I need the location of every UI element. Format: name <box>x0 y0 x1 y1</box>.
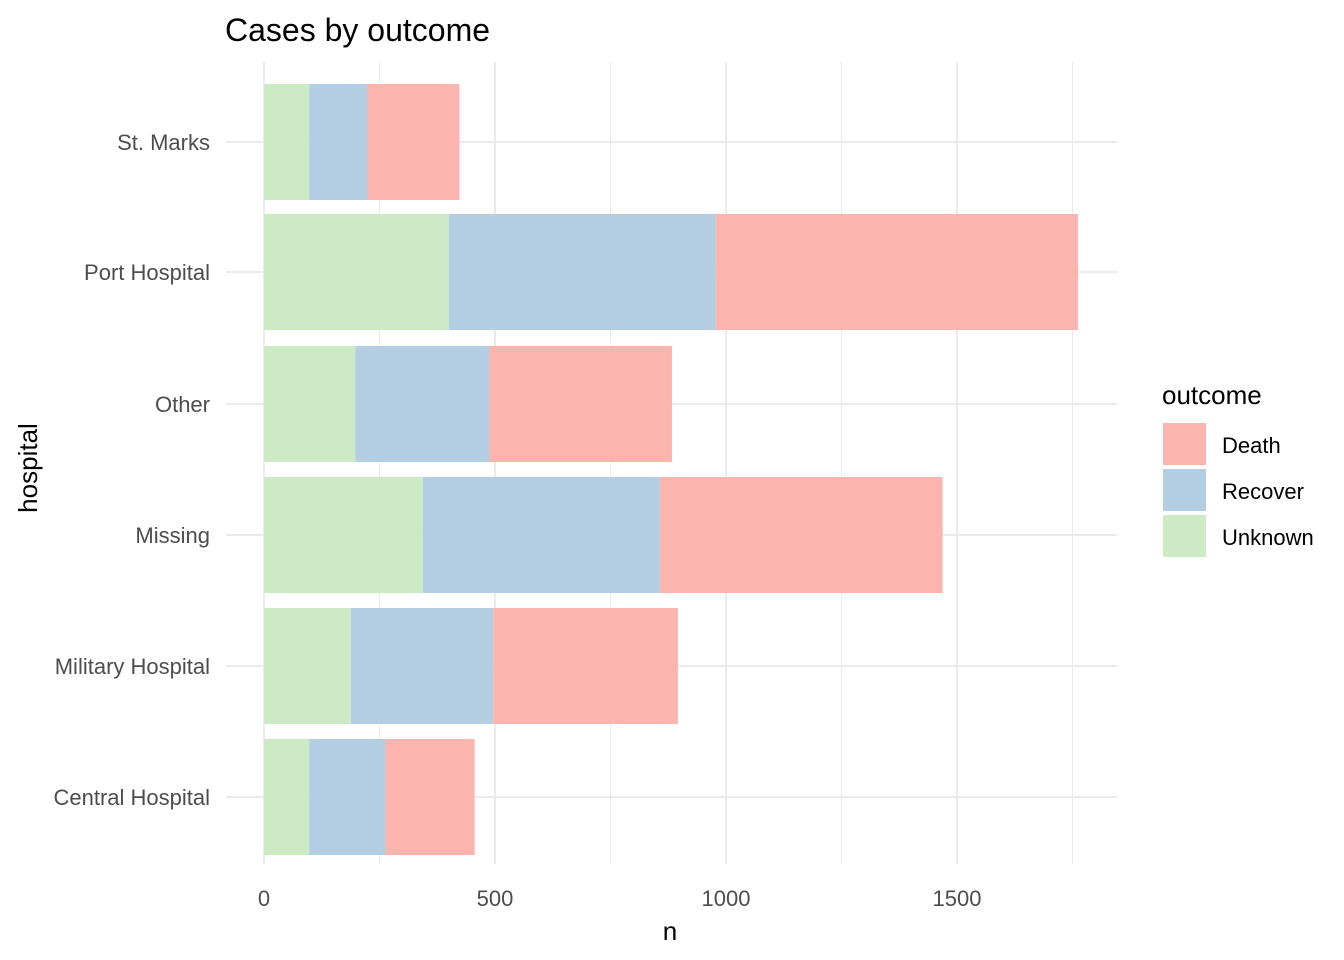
bar-unknown-central-hospital <box>264 739 310 855</box>
legend-label-recover: Recover <box>1222 479 1304 504</box>
legend-title: outcome <box>1162 380 1262 410</box>
x-tick-labels: 0 500 1000 1500 <box>258 886 982 911</box>
x-tick-label: 500 <box>477 886 514 911</box>
bar-unknown-missing <box>264 477 423 593</box>
y-tick-label: Other <box>155 392 210 417</box>
bar-death-military-hospital <box>493 608 678 724</box>
legend-key-death <box>1163 423 1206 465</box>
legend-label-unknown: Unknown <box>1222 525 1314 550</box>
legend-key-unknown <box>1163 515 1206 557</box>
bar-recover-central-hospital <box>309 739 386 855</box>
bar-death-other <box>489 346 672 462</box>
bar-unknown-other <box>264 346 356 462</box>
y-tick-label: Central Hospital <box>53 785 210 810</box>
legend-label-death: Death <box>1222 433 1281 458</box>
y-tick-labels: Central Hospital Military Hospital Missing… <box>53 130 210 810</box>
bar-death-missing <box>659 477 943 593</box>
y-tick-label: St. Marks <box>117 130 210 155</box>
bar-death-port-hospital <box>715 214 1079 330</box>
bars <box>264 84 1079 855</box>
bar-unknown-port-hospital <box>264 214 449 330</box>
y-tick-label: Port Hospital <box>84 260 210 285</box>
x-tick-label: 1500 <box>933 886 982 911</box>
bar-unknown-military-hospital <box>264 608 351 724</box>
bar-recover-other <box>355 346 490 462</box>
bar-death-st-marks <box>367 84 460 200</box>
x-tick-label: 0 <box>258 886 270 911</box>
chart-title: Cases by outcome <box>225 12 490 48</box>
x-tick-label: 1000 <box>702 886 751 911</box>
bar-recover-missing <box>422 477 660 593</box>
bar-recover-port-hospital <box>448 214 716 330</box>
bar-unknown-st-marks <box>264 84 310 200</box>
bar-recover-st-marks <box>309 84 368 200</box>
y-axis-title: hospital <box>13 423 43 513</box>
x-axis-title: n <box>663 916 677 946</box>
bar-death-central-hospital <box>385 739 475 855</box>
bar-recover-military-hospital <box>350 608 494 724</box>
y-tick-label: Military Hospital <box>55 654 210 679</box>
y-tick-label: Missing <box>135 523 210 548</box>
legend: outcome Death Recover Unknown <box>1162 380 1314 557</box>
legend-key-recover <box>1163 469 1206 511</box>
